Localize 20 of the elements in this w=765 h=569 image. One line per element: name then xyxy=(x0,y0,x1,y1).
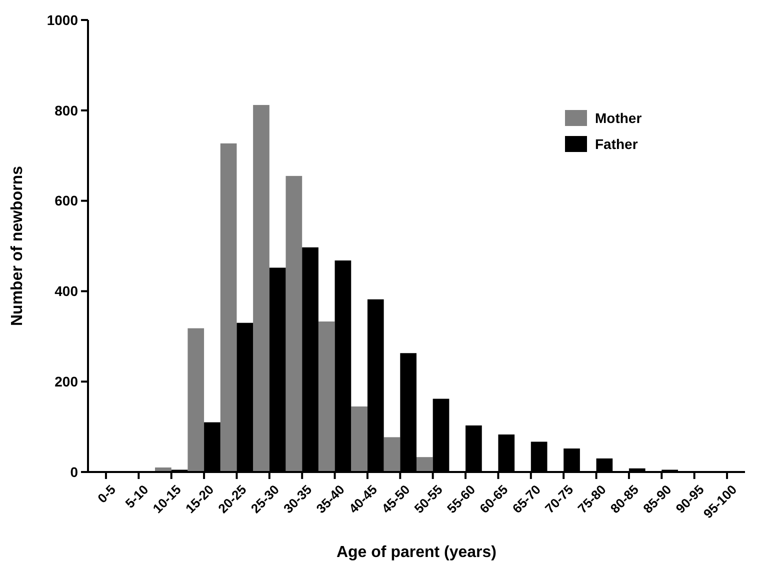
y-tick-label: 800 xyxy=(54,102,78,118)
bar xyxy=(286,176,302,472)
y-tick-label: 0 xyxy=(70,464,78,480)
bar xyxy=(351,406,368,472)
y-tick-label: 400 xyxy=(54,283,78,300)
x-tick-label: 0-5 xyxy=(94,482,119,506)
bar xyxy=(220,143,237,472)
bar xyxy=(318,321,335,472)
y-tick-label: 200 xyxy=(54,374,78,390)
legend-label: Father xyxy=(595,136,638,152)
bar xyxy=(253,104,270,472)
x-tick-label: 5-10 xyxy=(122,482,152,511)
y-tick-label: 600 xyxy=(54,192,78,209)
bar xyxy=(416,457,433,472)
bar xyxy=(188,328,204,472)
y-tick-label: 1000 xyxy=(46,12,78,28)
y-axis-title: Number of newborns xyxy=(9,166,26,326)
bar xyxy=(384,437,400,472)
x-axis-title: Age of parent (years) xyxy=(336,544,497,561)
legend-label: Mother xyxy=(595,110,642,126)
